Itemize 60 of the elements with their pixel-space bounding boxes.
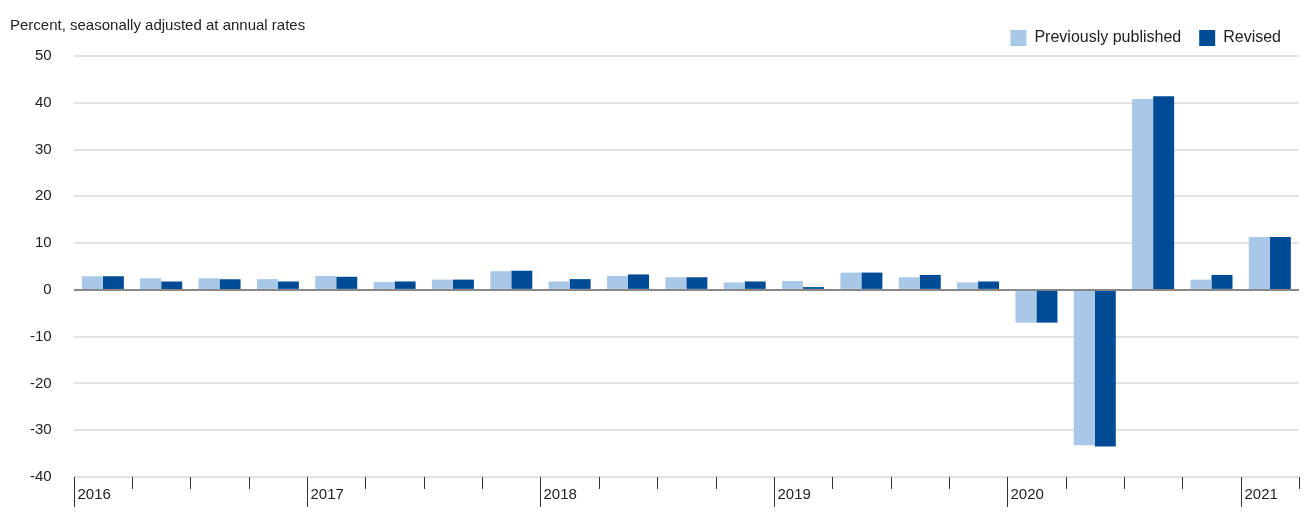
y-tick-label: 30 <box>34 139 52 157</box>
x-tick-label: 2020 <box>1010 484 1044 502</box>
bar <box>336 276 358 289</box>
bar <box>490 271 512 289</box>
bar <box>81 276 103 289</box>
bar <box>1015 290 1037 323</box>
bar <box>452 279 474 289</box>
bar <box>1269 237 1291 289</box>
bar <box>140 278 162 289</box>
bar <box>1211 274 1233 289</box>
bar <box>511 270 533 289</box>
bar <box>1190 279 1212 289</box>
bar <box>373 281 395 289</box>
bar <box>219 279 241 289</box>
legend-label: Previously published <box>1034 28 1182 46</box>
bar <box>606 275 628 289</box>
bar <box>861 272 883 289</box>
bar <box>686 277 708 289</box>
bar <box>898 277 920 289</box>
y-tick-label: -20 <box>29 373 52 391</box>
y-tick-label: -10 <box>29 326 52 344</box>
bar <box>394 281 416 289</box>
bar <box>744 281 766 289</box>
x-tick-label: 2021 <box>1244 484 1278 502</box>
y-tick-label: 40 <box>34 92 52 110</box>
bar <box>957 282 979 289</box>
bar <box>315 275 337 289</box>
y-tick-label: 20 <box>34 186 52 204</box>
bar <box>1248 237 1270 289</box>
x-tick-label: 2016 <box>77 484 111 502</box>
bar <box>1153 96 1175 289</box>
x-tick-label: 2017 <box>310 484 344 502</box>
bar <box>782 281 804 289</box>
y-tick-label: -40 <box>29 467 52 485</box>
y-tick-label: -30 <box>29 420 52 438</box>
bar <box>102 276 124 289</box>
x-tick-label: 2019 <box>777 484 811 502</box>
y-tick-label: 50 <box>34 46 52 64</box>
bar <box>1036 290 1058 323</box>
bar <box>665 277 687 289</box>
x-tick-label: 2018 <box>543 484 577 502</box>
legend-label: Revised <box>1223 28 1282 46</box>
bar <box>1094 290 1116 447</box>
bar <box>277 281 299 289</box>
bar <box>431 279 453 289</box>
y-tick-label: 0 <box>43 280 52 298</box>
bar <box>1073 290 1095 446</box>
bar <box>723 282 745 289</box>
bar <box>919 274 941 289</box>
bar <box>256 279 278 289</box>
bar <box>1132 99 1154 289</box>
bar <box>627 274 649 289</box>
bar <box>198 278 220 289</box>
y-tick-label: 10 <box>34 233 52 251</box>
bar <box>161 281 183 289</box>
y-axis-title: Percent, seasonally adjusted at annual rates <box>10 16 306 33</box>
bar <box>840 272 862 289</box>
bar <box>978 281 1000 289</box>
bar <box>569 279 591 289</box>
bar <box>548 281 570 289</box>
